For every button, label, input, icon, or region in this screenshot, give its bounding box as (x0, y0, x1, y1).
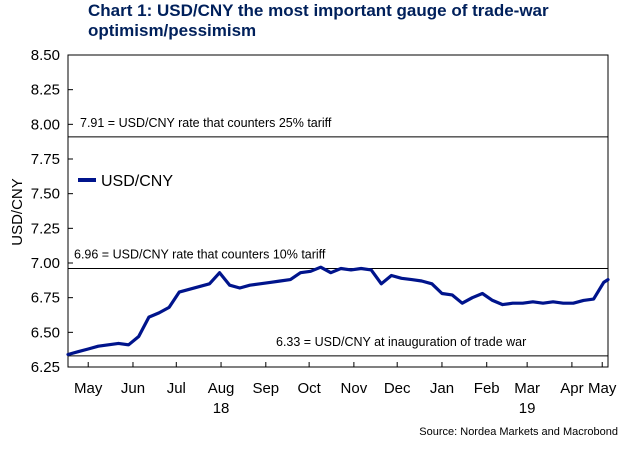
x-year-label: 19 (519, 400, 536, 417)
x-tick-label: Oct (297, 380, 321, 397)
reference-line-label: 6.96 = USD/CNY rate that counters 10% ta… (74, 248, 326, 262)
y-tick-label: 7.50 (31, 186, 60, 203)
reference-line-label: 6.33 = USD/CNY at inauguration of trade … (276, 335, 526, 349)
x-tick-label: Dec (384, 380, 411, 397)
reference-line-label: 7.91 = USD/CNY rate that counters 25% ta… (80, 116, 332, 130)
x-tick-label: Aug (208, 380, 235, 397)
y-tick-label: 7.25 (31, 220, 60, 237)
x-tick-label: Feb (474, 380, 500, 397)
source-note: Source: Nordea Markets and Macrobond (419, 426, 618, 438)
x-tick-label: Jan (430, 380, 454, 397)
y-tick-label: 8.25 (31, 82, 60, 99)
x-tick-label: Jun (121, 380, 145, 397)
x-tick-label: Sep (252, 380, 279, 397)
series-line-usd-cny (66, 265, 610, 357)
x-tick-label: Apr (560, 380, 583, 397)
y-tick-label: 6.75 (31, 290, 60, 307)
x-axis: May Jun Jul Aug Sep Oct Nov Dec Jan Feb Mar Apr May 1… (74, 362, 617, 417)
legend: USD/CNY (78, 173, 173, 190)
x-tick-label: Nov (341, 380, 368, 397)
y-tick-label: 6.25 (31, 359, 60, 376)
y-axis-label: USD/CNY (9, 178, 26, 246)
chart-title: Chart 1: USD/CNY the most important gaug… (88, 1, 549, 40)
y-tick-label: 6.50 (31, 324, 60, 341)
y-tick-label: 8.50 (31, 47, 60, 64)
x-tick-label: Mar (514, 380, 540, 397)
y-axis: 6.25 6.50 6.75 7.00 7.25 7.50 7.75 8.00 8.25 8.50 (31, 47, 73, 376)
y-tick-label: 7.75 (31, 151, 60, 168)
plot-area-frame (67, 54, 609, 368)
x-tick-label: May (588, 380, 617, 397)
y-tick-label: 7.00 (31, 255, 60, 272)
x-tick-label: May (74, 380, 103, 397)
reference-lines: 7.91 = USD/CNY rate that counters 25% ta… (68, 116, 608, 357)
y-tick-label: 8.00 (31, 116, 60, 133)
series-layer (66, 265, 610, 357)
x-year-label: 18 (213, 400, 230, 417)
x-tick-label: Jul (167, 380, 186, 397)
legend-label: USD/CNY (101, 173, 173, 190)
